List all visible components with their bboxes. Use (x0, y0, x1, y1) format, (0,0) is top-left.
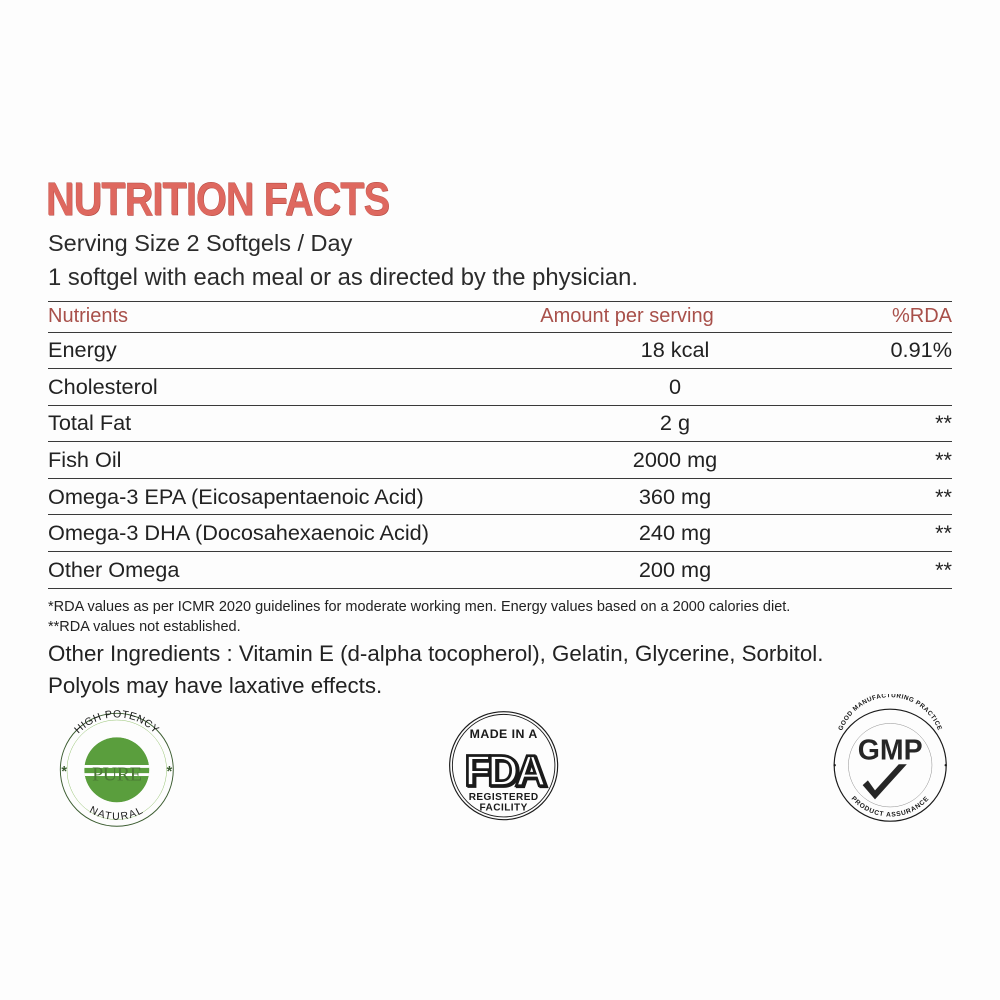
svg-text:*: * (167, 764, 173, 780)
svg-text:GOOD MANUFACTURING PRACTICE: GOOD MANUFACTURING PRACTICE (837, 694, 943, 732)
svg-text:NATURAL: NATURAL (88, 804, 146, 823)
svg-text:MADE IN A: MADE IN A (469, 727, 537, 741)
svg-text:*: * (62, 764, 68, 780)
svg-text:HIGH POTENCY: HIGH POTENCY (73, 708, 162, 736)
svg-text:PURE: PURE (92, 763, 142, 785)
svg-text:FACILITY: FACILITY (479, 803, 527, 814)
svg-text:GMP: GMP (857, 735, 922, 767)
svg-text:FDA: FDA (464, 748, 546, 796)
